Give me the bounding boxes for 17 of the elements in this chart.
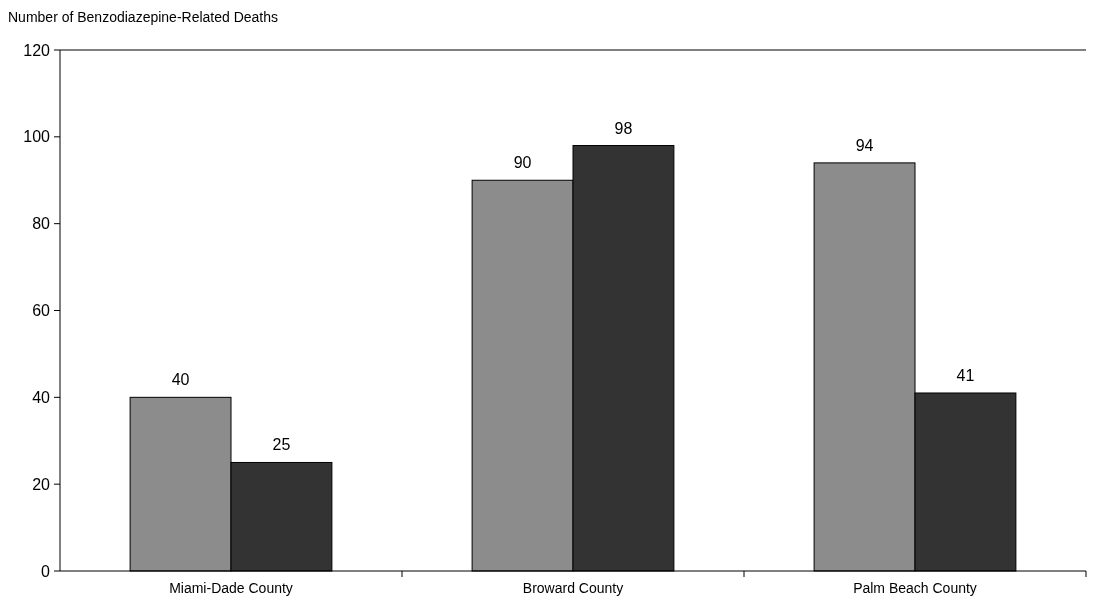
y-tick-label: 0 [41,562,51,580]
y-tick-label: 80 [32,215,51,233]
data-label: 90 [513,154,532,172]
data-label: 25 [272,436,291,454]
data-label: 41 [956,366,975,384]
x-tick-label: Miami-Dade County [169,580,293,596]
y-tick-label: 100 [23,128,51,146]
x-tick-label: Broward County [522,580,624,596]
data-label: 40 [171,371,190,389]
data-label: 94 [855,136,874,154]
y-tick-label: 20 [32,475,51,493]
data-label: 98 [614,119,633,137]
y-tick-label: 40 [32,388,51,406]
y-axis-title: Number of Benzodiazepine-Related Deaths [8,9,279,25]
y-tick-label: 60 [32,302,51,320]
y-tick-label: 120 [23,41,51,59]
x-tick-label: Palm Beach County [853,580,977,596]
